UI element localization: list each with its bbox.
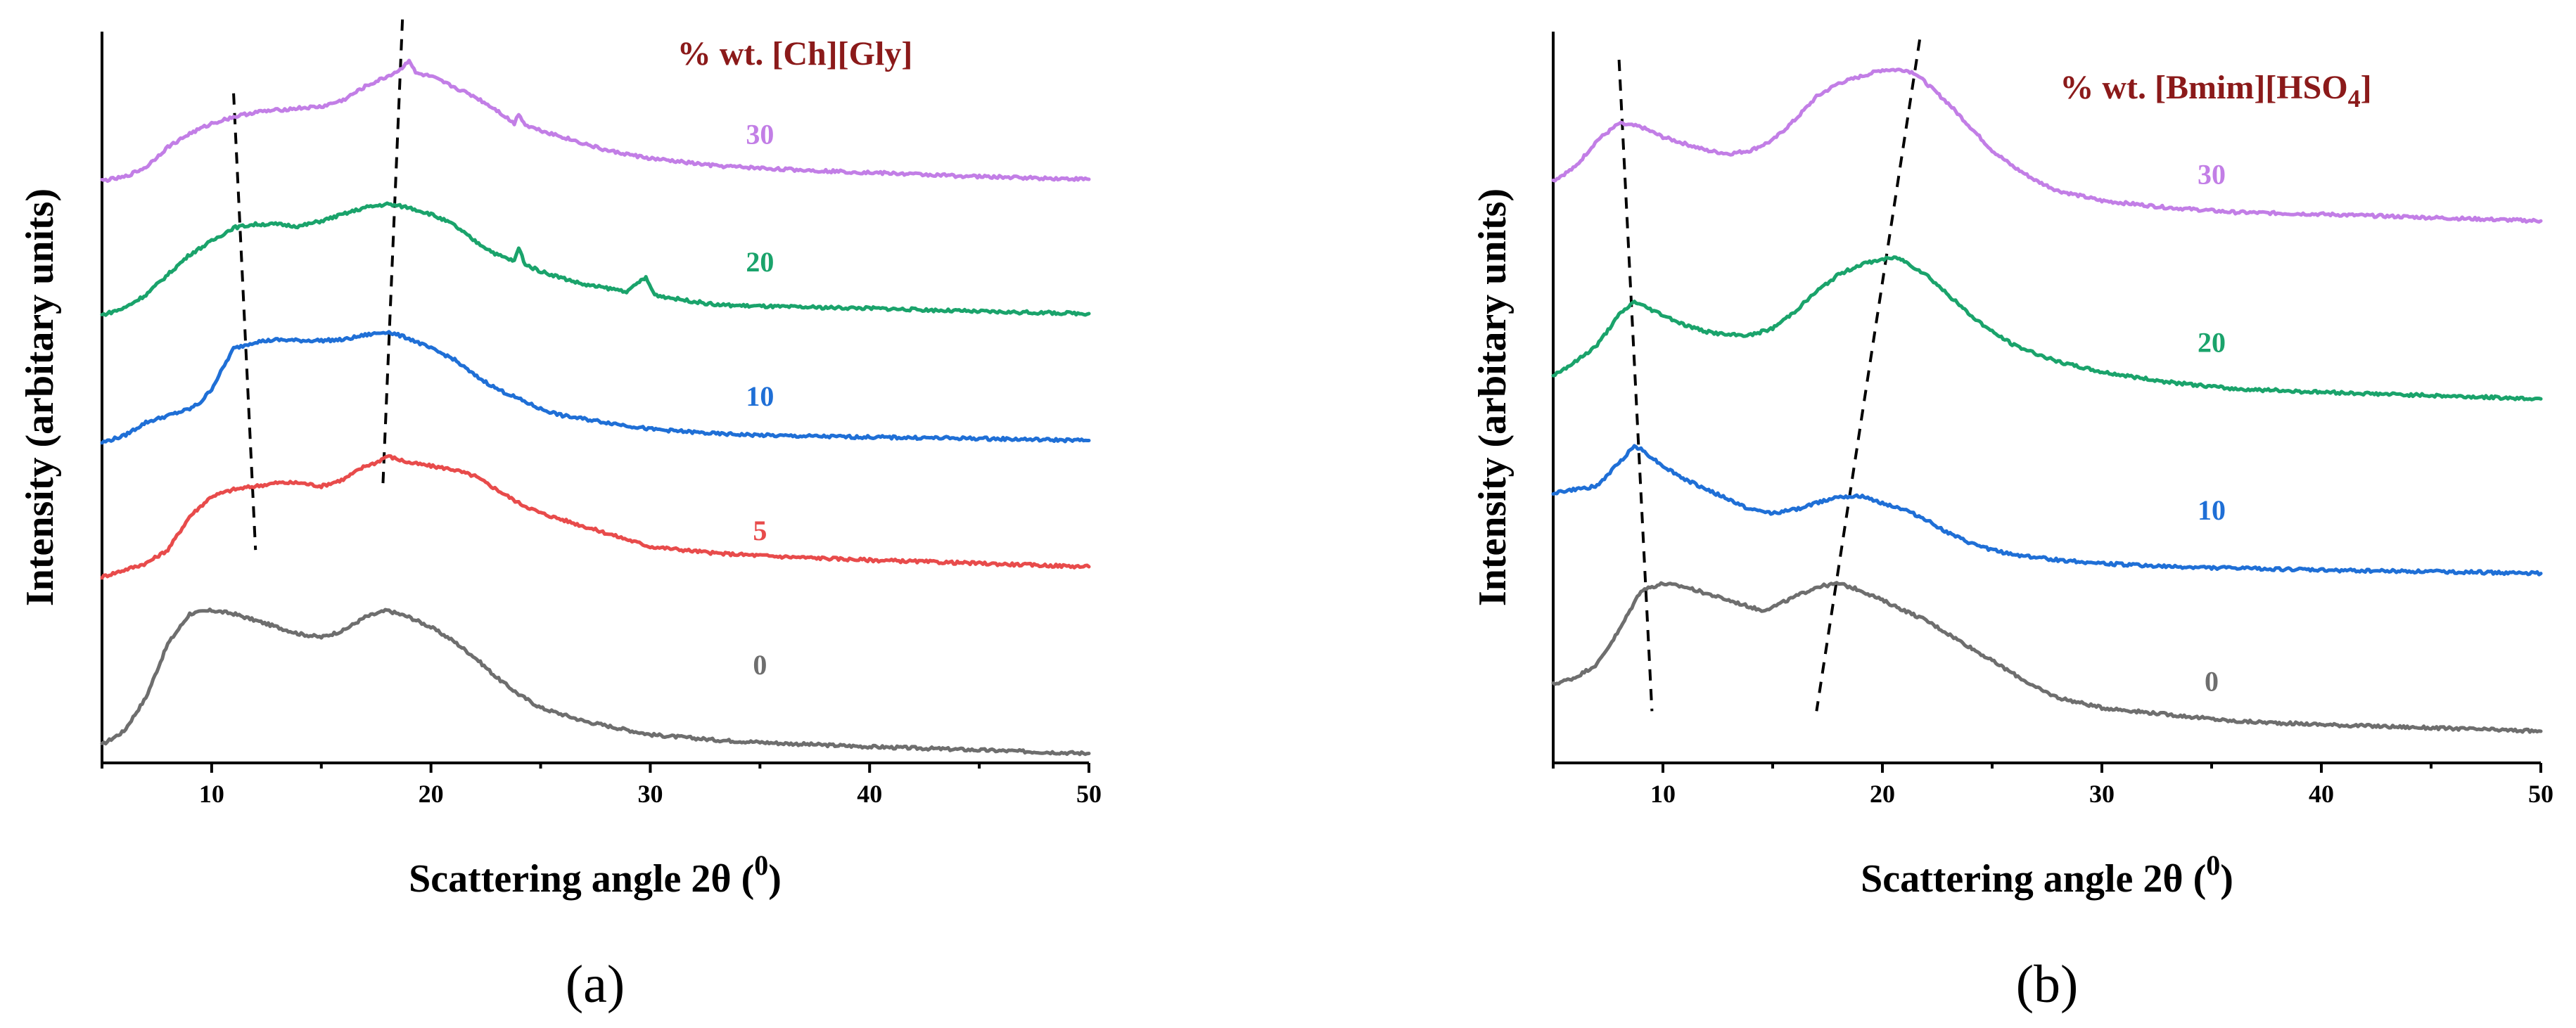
panel-a-series-0-line [100,608,1091,757]
panel-b-guides [1617,39,1922,712]
panel-b-x-tick-label-10: 10 [1650,780,1676,808]
panel-b-series-10-line [1551,444,2543,577]
panel-a-guides [232,19,404,551]
panel-b-series-20-line [1551,255,2543,401]
panel-b-legend-title: % wt. [Bmim][HSO4] [2060,69,2371,113]
panel-a-x-tick-label-10: 10 [199,780,224,808]
panel-a-curves [100,58,1091,757]
panel-b-x-axis-title-sup: 0 [2206,849,2220,881]
panel-a-x-tick-label-40: 40 [857,780,882,808]
panel-b-series-labels: 0 10 20 30 [2198,159,2226,698]
panel-a-y-axis-title: Intensity (arbitary units) [18,188,62,606]
panel-a-label: (a) [566,955,625,1014]
panel-a-series-labels: 0 5 10 20 30 [746,118,774,680]
panel-b-series-30-label: 30 [2198,159,2226,191]
panel-a-legend-title: % wt. [Ch][Gly] [677,35,913,72]
panel-a-series-5-label: 5 [753,515,767,546]
panel-b-x-tick-label-40: 40 [2309,780,2334,808]
panel-a-series-10-line [100,330,1091,445]
panel-a-x-tick-label-20: 20 [419,780,444,808]
panel-b-x-tick-label-20: 20 [1870,780,1895,808]
panel-b-x-axis-title-close: ) [2220,857,2233,901]
panel-b-series-0-line [1551,581,2543,734]
panel-a-x-axis-title-main: Scattering angle 2θ ( [409,857,754,901]
panel-b-series-0-label: 0 [2205,666,2219,698]
panel-a-x-tick-label-30: 30 [637,780,663,808]
panel-b-x-axis-title: Scattering angle 2θ (0) [1861,849,2233,901]
panel-a-guide-2 [381,19,404,490]
panel-a-series-30-label: 30 [746,118,774,150]
panel-b-x-tick-label-30: 30 [2089,780,2115,808]
panel-b-x-tick-label-50: 50 [2528,780,2553,808]
panel-a-x-axis-title-sup: 0 [754,849,768,881]
panel-a-x-ticks: 10 20 30 40 50 [101,763,1102,808]
panel-b-legend-title-close: ] [2361,69,2372,106]
panel-a: 10 20 30 40 50 0 5 10 20 30 % wt. [Ch][Gly] Inte… [18,19,1102,1014]
panel-a-x-tick-label-50: 50 [1076,780,1102,808]
panel-a-series-20-label: 20 [746,246,774,278]
panel-a-guide-1 [232,93,257,551]
panel-a-x-axis-title: Scattering angle 2θ (0) [409,849,782,901]
panel-b-label: (b) [2016,955,2079,1014]
panel-b-guide-2 [1815,39,1922,712]
panel-a-series-0-label: 0 [753,649,767,681]
panel-b-x-ticks: 10 20 30 40 50 [1552,763,2553,808]
panel-a-series-5-line [100,454,1091,580]
panel-b-legend-title-main: % wt. [Bmim][HSO [2060,69,2347,106]
panel-a-series-20-line [100,201,1091,317]
panel-b-series-10-label: 10 [2198,494,2226,526]
panel-b-legend-title-sub: 4 [2348,84,2361,113]
panel-b-guide-1 [1617,59,1654,712]
panel-a-series-30-line [100,58,1091,184]
panel-b-series-20-label: 20 [2198,326,2226,358]
panel-b-series-30-line [1551,68,2543,224]
panel-b-x-axis-title-main: Scattering angle 2θ ( [1861,857,2206,901]
panel-a-x-axis-title-close: ) [768,857,782,901]
panel-b-y-axis-title: Intensity (arbitary units) [1471,188,1515,606]
panel-b-curves [1551,68,2543,734]
panel-a-series-10-label: 10 [746,380,774,412]
